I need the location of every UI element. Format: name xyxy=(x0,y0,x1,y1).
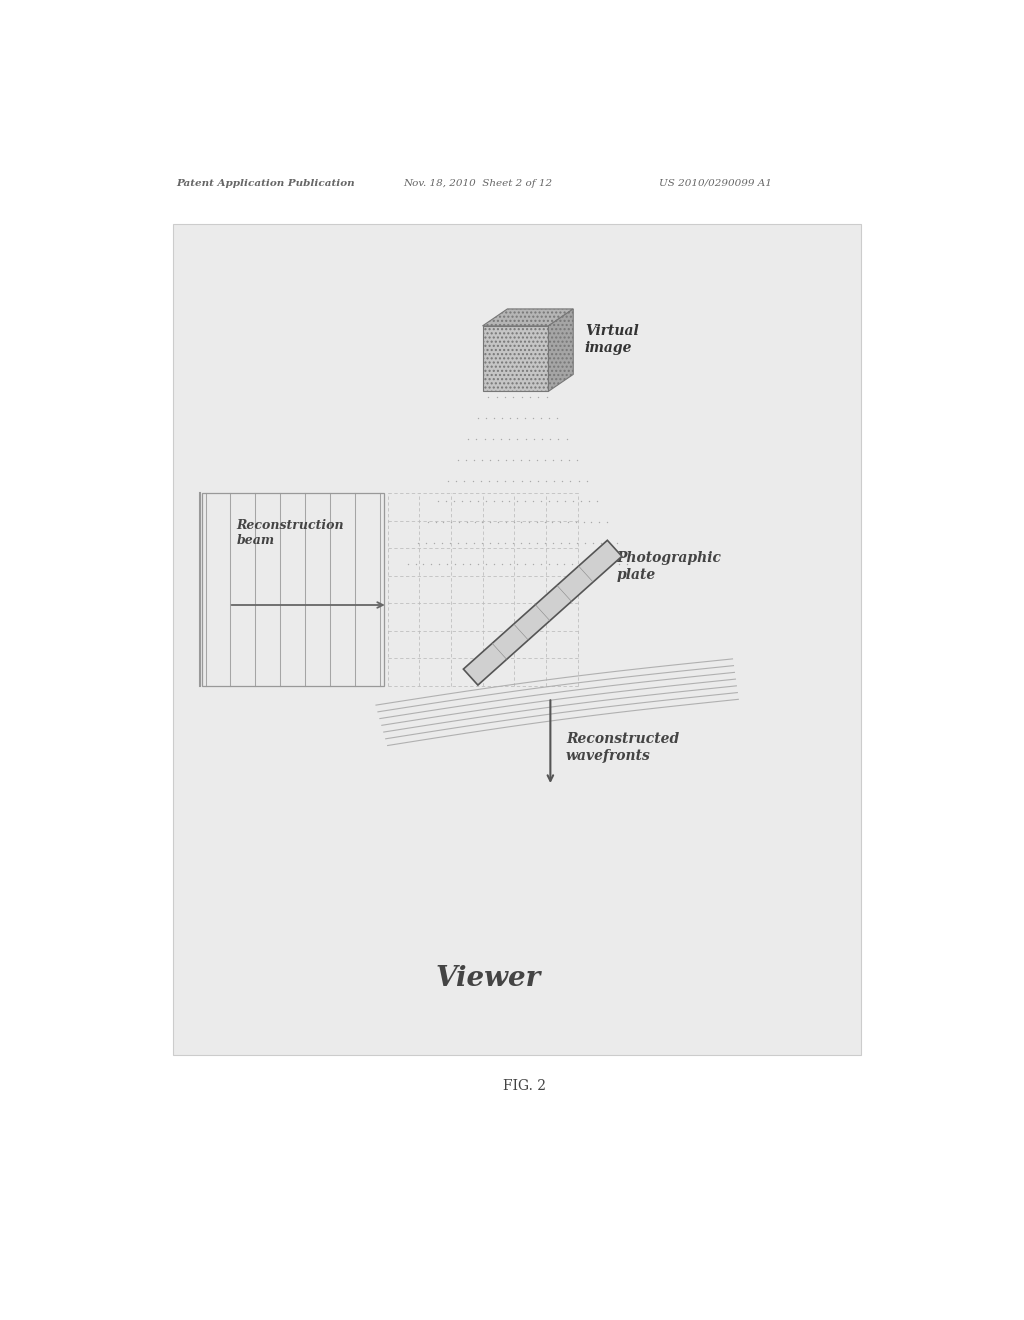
Text: Viewer: Viewer xyxy=(436,965,541,991)
Text: US 2010/0290099 A1: US 2010/0290099 A1 xyxy=(658,178,772,187)
Text: Nov. 18, 2010  Sheet 2 of 12: Nov. 18, 2010 Sheet 2 of 12 xyxy=(403,178,552,187)
Bar xyxy=(173,224,861,1056)
Polygon shape xyxy=(549,309,573,391)
Polygon shape xyxy=(482,309,573,326)
Text: FIG. 2: FIG. 2 xyxy=(504,1080,546,1093)
Polygon shape xyxy=(464,540,622,685)
Text: Virtual
image: Virtual image xyxy=(585,323,639,355)
Polygon shape xyxy=(482,326,549,391)
Text: Photographic
plate: Photographic plate xyxy=(616,552,721,582)
Text: Reconstruction
beam: Reconstruction beam xyxy=(237,519,344,548)
Bar xyxy=(202,494,384,686)
Text: Reconstructed
wavefronts: Reconstructed wavefronts xyxy=(566,733,679,763)
Text: Patent Application Publication: Patent Application Publication xyxy=(176,178,354,187)
